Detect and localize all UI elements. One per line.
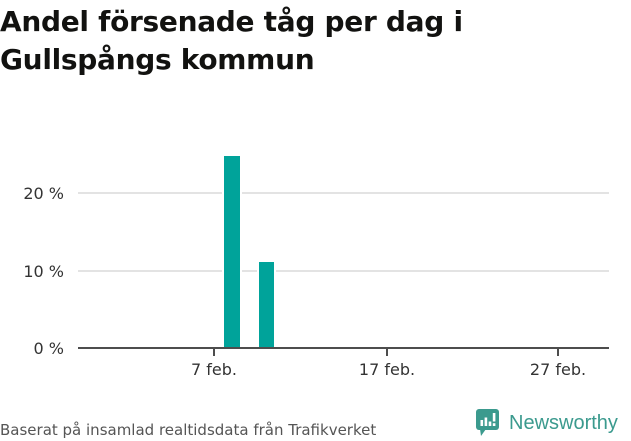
bar-day-2[interactable] [259,262,274,347]
x-tick-7-feb [213,349,215,356]
gridline-10 [78,270,609,272]
newsworthy-logo-icon [476,409,500,437]
x-tick-label-17-feb: 17 feb. [358,360,416,379]
chart-title: Andel försenade tåg per dag i Gullspångs… [0,5,463,76]
y-tick-label-20: 20 % [23,184,64,203]
x-tick-label-27-feb: 27 feb. [529,360,587,379]
y-tick-label-0: 0 % [33,339,64,358]
x-tick-17-feb [386,349,388,356]
x-tick-27-feb [557,349,559,356]
source-note: Baserat på insamlad realtidsdata från Tr… [0,421,377,439]
brand-name: Newsworthy [509,412,618,434]
brand-logo[interactable]: Newsworthy [476,409,618,437]
x-axis-line [78,347,609,349]
y-tick-label-10: 10 % [23,262,64,281]
gridline-20 [78,192,609,194]
bar-day-1[interactable] [224,156,240,347]
x-tick-label-7-feb: 7 feb. [191,360,237,379]
